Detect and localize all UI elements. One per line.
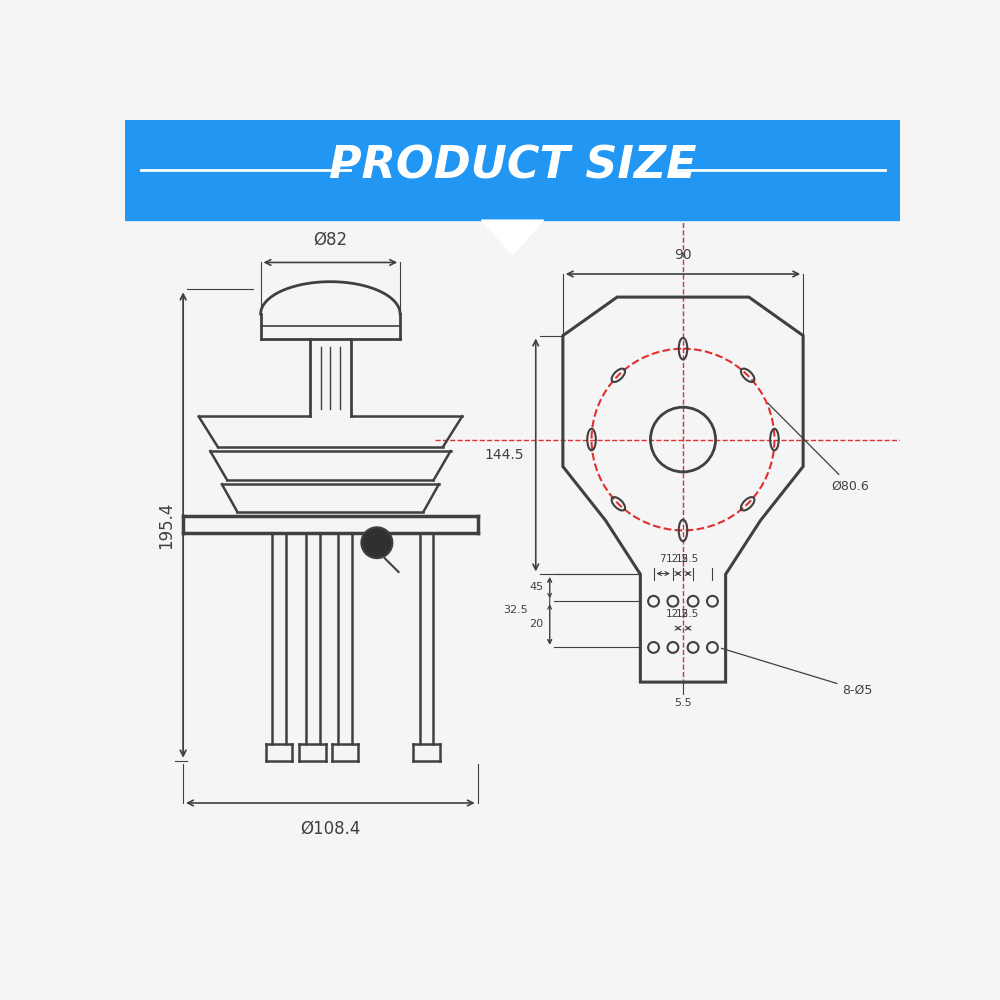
Text: PRODUCT SIZE: PRODUCT SIZE: [329, 145, 696, 188]
Text: 5.5: 5.5: [674, 698, 692, 708]
Text: Ø108.4: Ø108.4: [300, 820, 361, 838]
Text: 12.5: 12.5: [666, 554, 689, 564]
Text: 144.5: 144.5: [485, 448, 524, 462]
Text: 90: 90: [674, 248, 692, 262]
Text: 32.5: 32.5: [503, 605, 528, 615]
Text: 12.5: 12.5: [666, 609, 689, 619]
Text: Ø80.6: Ø80.6: [768, 403, 869, 492]
Text: 12.5: 12.5: [676, 554, 699, 564]
Text: 20: 20: [529, 619, 544, 629]
Polygon shape: [482, 220, 544, 255]
Text: 12.5: 12.5: [676, 609, 699, 619]
Text: 195.4: 195.4: [157, 501, 175, 549]
Text: Ø82: Ø82: [313, 231, 347, 249]
Bar: [125, 120, 900, 220]
Circle shape: [361, 527, 392, 558]
Text: 7: 7: [660, 554, 666, 564]
Text: 45: 45: [529, 582, 544, 592]
Text: 8-Ø5: 8-Ø5: [721, 648, 873, 696]
